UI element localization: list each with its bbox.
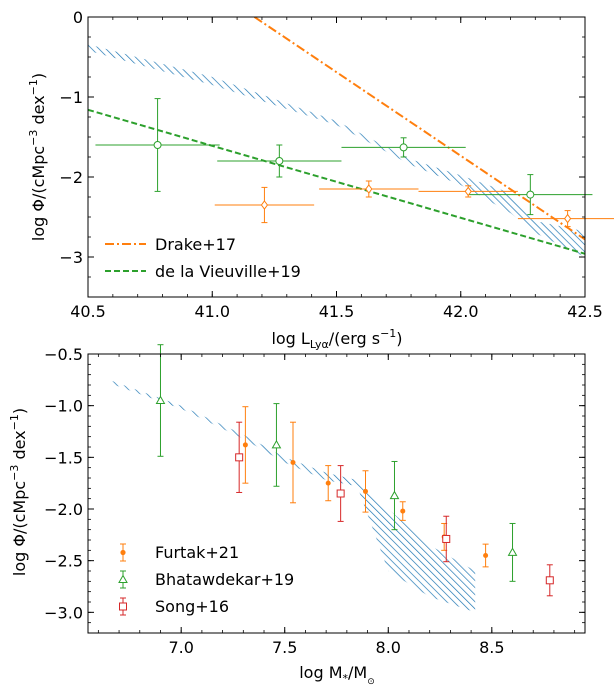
x-tick-label: 8.0: [376, 638, 401, 657]
top-axis-ticks: 40.5 41.0 41.5 42.0 42.5 0 −1 −2 −3: [59, 8, 602, 321]
orange-points-point: [319, 180, 419, 198]
y-tick-label: −1: [59, 88, 83, 107]
x-tick-label: 40.5: [70, 302, 106, 321]
y-tick-label: −1.0: [44, 397, 83, 416]
top-legend: Drake+17 de la Vieuville+19: [105, 235, 301, 281]
y-tick-label: −2.5: [44, 552, 83, 571]
y-tick-label: −2.0: [44, 500, 83, 519]
green-points-point: [468, 174, 593, 216]
top-model-lines: [88, 17, 585, 255]
y-tick-label: −1.5: [44, 448, 83, 467]
bottom-axes-frame: [87, 353, 586, 634]
legend-bhatawdekar-marker: [118, 570, 128, 589]
bottom-y-axis-label: log Φ/(cMpc−3 dex−1): [8, 408, 29, 576]
orange-points-point: [418, 185, 518, 198]
legend-furtak-marker: [120, 543, 126, 562]
song-16-point: [442, 515, 451, 563]
y-tick-label: −3: [59, 248, 83, 267]
bhatawdekar-19-point: [389, 460, 400, 531]
orange-points-point: [517, 210, 614, 228]
hatched-band-region: [88, 44, 585, 258]
bottom-axis-ticks: 7.0 7.5 8.0 8.5 −0.5 −1.0 −1.5 −2.0 −2.5 −3.0: [44, 345, 585, 657]
song-16-point: [545, 564, 554, 597]
y-tick-label: −0.5: [44, 345, 83, 364]
orange-points-point: [214, 186, 315, 224]
furtak-21-point: [242, 406, 249, 484]
bottom-panel: 7.0 7.5 8.0 8.5 −0.5 −1.0 −1.5 −2.0 −2.5 −3.0 Fur…: [8, 344, 586, 687]
bottom-legend: Furtak+21 Bhatawdekar+19 Song+16: [118, 543, 294, 616]
y-tick-label: −2: [59, 168, 83, 187]
legend-furtak-label: Furtak+21: [155, 543, 239, 562]
y-tick-label: −3.0: [44, 603, 83, 622]
hatched-band-region: [108, 379, 476, 613]
bhatawdekar-19-point: [507, 522, 518, 582]
bhatawdekar-19-point: [155, 344, 166, 457]
bhatawdekar-19-point: [271, 403, 282, 487]
furtak-21-point: [325, 465, 332, 502]
top-y-axis-label: log Φ/(cMpc−3 dex−1): [27, 73, 48, 241]
x-tick-label: 8.5: [479, 638, 504, 657]
song-16-point: [235, 421, 244, 493]
top-data-points: [95, 98, 614, 228]
furtak-21-point: [362, 470, 369, 513]
legend-song-marker: [119, 597, 127, 616]
top-axes-frame: [87, 16, 586, 298]
legend-song-label: Song+16: [155, 597, 229, 616]
y-tick-label: 0: [73, 8, 83, 27]
bottom-data-points: [155, 344, 554, 597]
bottom-x-axis-label: log M*/M⊙: [299, 663, 375, 687]
green-points-point: [217, 144, 342, 178]
top-hatched-band: [88, 44, 585, 258]
legend-vieuville-label: de la Vieuville+19: [155, 262, 301, 281]
top-panel: 40.5 41.0 41.5 42.0 42.5 0 −1 −2 −3 Drake+17 de …: [27, 8, 614, 351]
x-tick-label: 7.5: [272, 638, 297, 657]
bottom-hatched-band: [108, 379, 476, 613]
x-tick-label: 7.0: [168, 638, 193, 657]
furtak-21-point: [399, 501, 406, 521]
x-tick-label: 42.0: [443, 302, 479, 321]
x-tick-label: 41.5: [319, 302, 355, 321]
legend-bhatawdekar-label: Bhatawdekar+19: [155, 570, 294, 589]
top-x-axis-label: log LLyα/(erg s−1): [271, 327, 402, 351]
furtak-21-point: [290, 421, 297, 504]
model-line-de-la-vieuville-19: [88, 108, 585, 255]
x-tick-label: 42.5: [567, 302, 603, 321]
legend-drake-label: Drake+17: [155, 235, 236, 254]
song-16-point: [336, 465, 345, 522]
x-tick-label: 41.0: [194, 302, 230, 321]
furtak-21-point: [482, 543, 489, 568]
green-points-point: [341, 137, 466, 158]
green-points-point: [95, 98, 220, 192]
